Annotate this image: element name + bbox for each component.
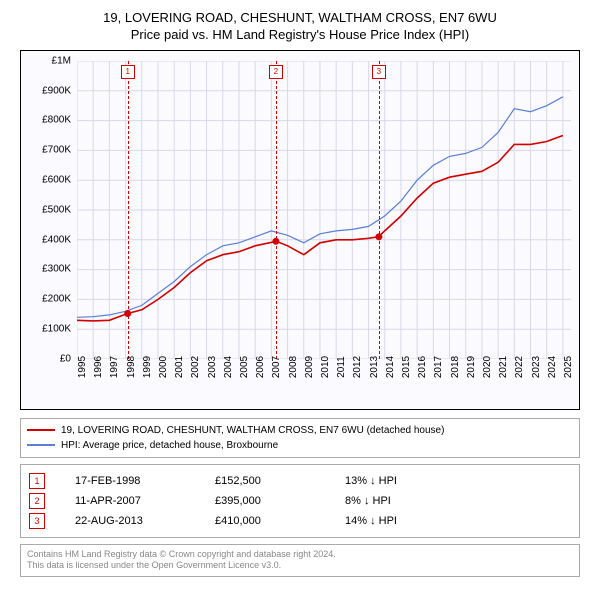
sale-marker-label: 3 bbox=[372, 65, 386, 79]
sale-number-box: 3 bbox=[29, 513, 45, 529]
x-tick-label: 2025 bbox=[563, 356, 599, 378]
sale-marker-line bbox=[276, 61, 277, 359]
y-tick-label: £600K bbox=[42, 174, 71, 185]
title-line-2: Price paid vs. HM Land Registry's House … bbox=[10, 27, 590, 44]
chart-area: £0 £100K £200K £300K £400K £500K £600K £700K £80… bbox=[20, 50, 580, 410]
y-tick-label: £800K bbox=[42, 115, 71, 126]
chart-title: 19, LOVERING ROAD, CHESHUNT, WALTHAM CRO… bbox=[10, 10, 590, 44]
y-tick-label: £200K bbox=[42, 294, 71, 305]
sales-table: 1 17-FEB-1998 £152,500 13% ↓ HPI 2 11-APR-200… bbox=[20, 464, 580, 538]
legend-swatch bbox=[27, 429, 55, 431]
sale-marker-line bbox=[128, 61, 129, 359]
legend-row: 19, LOVERING ROAD, CHESHUNT, WALTHAM CRO… bbox=[27, 423, 573, 438]
sale-row: 3 22-AUG-2013 £410,000 14% ↓ HPI bbox=[29, 511, 571, 531]
sale-marker-label: 2 bbox=[269, 65, 283, 79]
y-tick-label: £500K bbox=[42, 204, 71, 215]
y-tick-label: £0 bbox=[60, 353, 71, 364]
y-tick-label: £900K bbox=[42, 85, 71, 96]
y-tick-label: £300K bbox=[42, 264, 71, 275]
sale-row: 1 17-FEB-1998 £152,500 13% ↓ HPI bbox=[29, 471, 571, 491]
legend-swatch bbox=[27, 444, 55, 446]
sale-marker-line bbox=[379, 61, 380, 359]
y-axis: £0£100K£200K£300K£400K£500K£600K£700K£80… bbox=[21, 61, 77, 359]
sale-price: £395,000 bbox=[215, 495, 315, 507]
sale-number-box: 1 bbox=[29, 473, 45, 489]
sale-price: £152,500 bbox=[215, 475, 315, 487]
y-tick-label: £700K bbox=[42, 145, 71, 156]
footer-line-1: Contains HM Land Registry data © Crown c… bbox=[27, 549, 573, 561]
sale-hpi: 8% ↓ HPI bbox=[345, 495, 445, 507]
legend: 19, LOVERING ROAD, CHESHUNT, WALTHAM CRO… bbox=[20, 418, 580, 458]
sale-date: 11-APR-2007 bbox=[75, 495, 185, 507]
legend-label: HPI: Average price, detached house, Brox… bbox=[61, 438, 278, 453]
sale-number-box: 2 bbox=[29, 493, 45, 509]
legend-row: HPI: Average price, detached house, Brox… bbox=[27, 438, 573, 453]
sale-date: 22-AUG-2013 bbox=[75, 515, 185, 527]
sale-row: 2 11-APR-2007 £395,000 8% ↓ HPI bbox=[29, 491, 571, 511]
attribution-footer: Contains HM Land Registry data © Crown c… bbox=[20, 544, 580, 577]
sale-date: 17-FEB-1998 bbox=[75, 475, 185, 487]
title-line-1: 19, LOVERING ROAD, CHESHUNT, WALTHAM CRO… bbox=[10, 10, 590, 27]
sale-hpi: 14% ↓ HPI bbox=[345, 515, 445, 527]
sale-price: £410,000 bbox=[215, 515, 315, 527]
sale-marker-label: 1 bbox=[121, 65, 135, 79]
y-tick-label: £400K bbox=[42, 234, 71, 245]
x-axis: 1995199619971998199920002001200220032004… bbox=[77, 359, 571, 409]
y-tick-label: £1M bbox=[52, 55, 71, 66]
footer-line-2: This data is licensed under the Open Gov… bbox=[27, 560, 573, 572]
plot-area: 1 2 3 bbox=[77, 61, 571, 359]
legend-label: 19, LOVERING ROAD, CHESHUNT, WALTHAM CRO… bbox=[61, 423, 444, 438]
sale-hpi: 13% ↓ HPI bbox=[345, 475, 445, 487]
chart-svg bbox=[77, 61, 571, 359]
y-tick-label: £100K bbox=[42, 323, 71, 334]
